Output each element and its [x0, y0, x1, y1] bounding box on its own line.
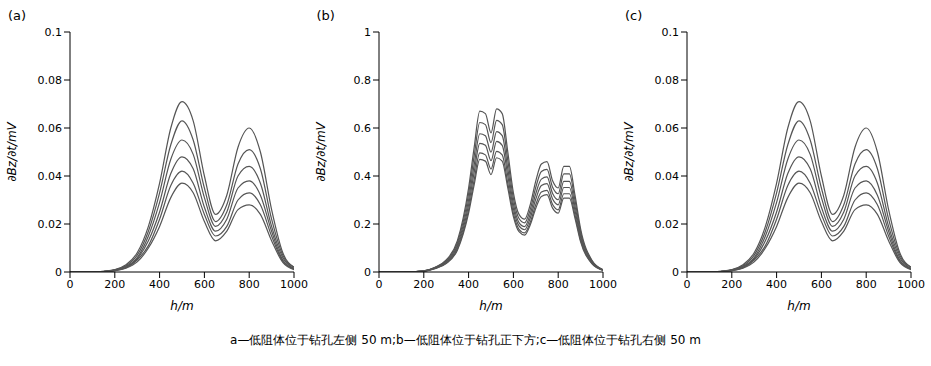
svg-text:400: 400 [149, 278, 170, 291]
svg-text:800: 800 [239, 278, 260, 291]
svg-text:1000: 1000 [897, 278, 925, 291]
html-text:a—低阻体位于钻孔左侧 50 m;b—低阻体位于钻孔正下方;: a—低阻体位于钻孔左侧 50 m;b—低阻体位于钻孔正下方;c—低阻体位于钻孔右… [230, 333, 701, 347]
svg-text:800: 800 [547, 278, 568, 291]
html-text:(a): (a) [8, 8, 27, 23]
svg-text:∂Bz/∂t/mV: ∂Bz/∂t/mV [5, 121, 19, 181]
svg-text:h/m: h/m [170, 299, 193, 313]
svg-text:600: 600 [194, 278, 215, 291]
svg-text:∂Bz/∂t/mV: ∂Bz/∂t/mV [314, 121, 328, 181]
svg-text:0.04: 0.04 [38, 170, 63, 183]
svg-text:600: 600 [811, 278, 832, 291]
html-text:(b): (b) [316, 8, 335, 23]
svg-text:0.08: 0.08 [655, 74, 680, 87]
svg-text:0: 0 [67, 278, 74, 291]
svg-text:0.4: 0.4 [353, 170, 371, 183]
svg-text:1000: 1000 [280, 278, 308, 291]
svg-text:0: 0 [684, 278, 691, 291]
svg-text:200: 200 [721, 278, 742, 291]
svg-text:h/m: h/m [479, 299, 502, 313]
svg-text:0: 0 [375, 278, 382, 291]
svg-text:0.1: 0.1 [45, 26, 63, 39]
svg-text:0.08: 0.08 [38, 74, 63, 87]
svg-text:200: 200 [413, 278, 434, 291]
svg-text:400: 400 [766, 278, 787, 291]
svg-text:800: 800 [856, 278, 877, 291]
svg-text:200: 200 [104, 278, 125, 291]
svg-text:0: 0 [55, 266, 62, 279]
svg-text:0.2: 0.2 [353, 218, 371, 231]
svg-text:h/m: h/m [787, 299, 810, 313]
svg-text:0.02: 0.02 [38, 218, 63, 231]
svg-text:1: 1 [364, 26, 371, 39]
svg-text:0.1: 0.1 [662, 26, 680, 39]
svg-text:600: 600 [502, 278, 523, 291]
svg-text:0.8: 0.8 [353, 74, 371, 87]
svg-text:400: 400 [458, 278, 479, 291]
svg-text:0.04: 0.04 [655, 170, 680, 183]
svg-text:1000: 1000 [589, 278, 617, 291]
svg-text:0.06: 0.06 [38, 122, 63, 135]
svg-text:0.6: 0.6 [353, 122, 371, 135]
svg-text:∂Bz/∂t/mV: ∂Bz/∂t/mV [622, 121, 636, 181]
svg-text:0: 0 [364, 266, 371, 279]
svg-text:0: 0 [672, 266, 679, 279]
svg-text:0.02: 0.02 [655, 218, 680, 231]
svg-text:0.06: 0.06 [655, 122, 680, 135]
html-text:(c): (c) [625, 8, 643, 23]
